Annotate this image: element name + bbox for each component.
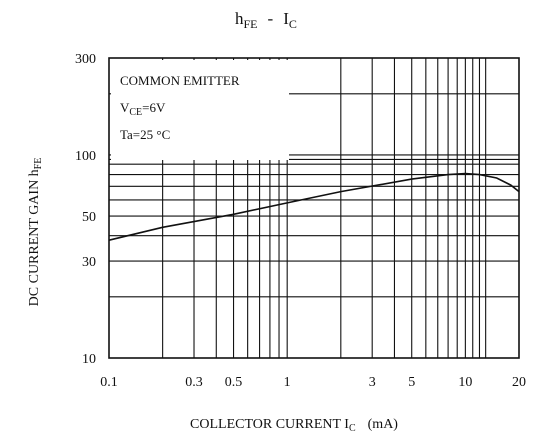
y-axis-label: DC CURRENT GAIN hFE bbox=[27, 158, 44, 307]
annotation-line-3: Ta=25 °C bbox=[120, 127, 170, 142]
y-tick-label: 50 bbox=[82, 210, 96, 225]
annotation-line-1: COMMON EMITTER bbox=[120, 73, 240, 88]
x-tick-label: 10 bbox=[458, 375, 472, 390]
plot-frame bbox=[108, 57, 520, 359]
x-tick-label: 5 bbox=[408, 375, 415, 390]
annotation-box bbox=[111, 60, 289, 160]
y-tick-label: 100 bbox=[75, 149, 96, 164]
x-tick-label: 0.3 bbox=[185, 375, 203, 390]
tick-labels: 0.1 0.3 0.5 1 3 5 10 20 10 30 50 100 300 bbox=[75, 52, 526, 390]
series-line-hfe bbox=[108, 172, 520, 241]
x-tick-label: 1 bbox=[284, 375, 291, 390]
annotation-line-2: VCE=6V bbox=[120, 100, 166, 118]
x-tick-label: 0.5 bbox=[225, 375, 243, 390]
chart-title: hFE - IC bbox=[235, 9, 297, 31]
x-tick-label: 3 bbox=[369, 375, 376, 390]
x-axis-label: COLLECTOR CURRENT IC (mA) bbox=[190, 417, 398, 434]
y-tick-label: 10 bbox=[82, 352, 96, 367]
series bbox=[108, 172, 520, 241]
y-tick-label: 300 bbox=[75, 52, 96, 67]
x-tick-label: 20 bbox=[512, 375, 526, 390]
x-tick-label: 0.1 bbox=[100, 375, 118, 390]
y-tick-label: 30 bbox=[82, 255, 96, 270]
